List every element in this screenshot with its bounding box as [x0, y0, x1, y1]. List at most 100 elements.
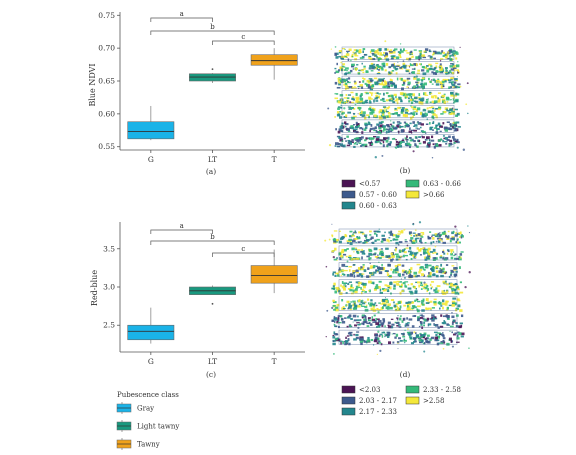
map-pixel: [379, 52, 382, 55]
map-pixel: [342, 287, 346, 291]
map-pixel: [442, 347, 445, 350]
map-pixel: [350, 301, 352, 303]
a-bracket-label: a: [180, 10, 184, 18]
map-pixel: [415, 288, 417, 290]
map-pixel: [433, 323, 435, 326]
map-pixel: [354, 324, 358, 327]
map-pixel: [387, 239, 390, 241]
map-pixel: [404, 108, 406, 110]
map-pixel: [441, 80, 445, 84]
map-pixel: [373, 232, 377, 235]
map-pixel: [386, 284, 390, 288]
map-pixel: [441, 290, 445, 293]
map-pixel: [354, 126, 359, 129]
map-pixel: [443, 141, 448, 143]
map-pixel: [361, 62, 363, 65]
map-pixel: [374, 66, 379, 70]
c-xtick-label: T: [272, 357, 277, 366]
map-pixel: [361, 282, 364, 285]
a-bracket-label: b: [210, 23, 215, 31]
map-pixel: [416, 107, 421, 111]
map-pixel: [444, 126, 448, 129]
map-pixel: [449, 55, 451, 58]
map-pixel: [441, 240, 443, 243]
map-pixel: [345, 72, 348, 74]
map-pixel: [407, 250, 412, 253]
map-pixel: [427, 98, 429, 100]
map-pixel: [325, 335, 327, 338]
map-pixel: [339, 116, 342, 119]
map-pixel: [449, 142, 453, 146]
map-pixel: [343, 282, 346, 285]
map-pixel: [414, 100, 419, 103]
map-pixel: [457, 126, 461, 128]
map-pixel: [336, 111, 340, 114]
map-pixel: [416, 122, 419, 124]
map-pixel: [434, 51, 437, 54]
map-pixel: [414, 306, 417, 309]
map-pixel: [361, 77, 365, 80]
map-pixel: [425, 139, 428, 141]
map-pixel: [361, 317, 364, 319]
map-pixel: [446, 306, 449, 310]
map-pixel: [352, 107, 356, 110]
map-pixel: [361, 143, 365, 147]
map-pixel: [387, 325, 392, 329]
map-pixel: [389, 78, 392, 82]
map-legend-label: >0.66: [423, 191, 445, 199]
map-pixel: [343, 69, 347, 71]
map-pixel: [347, 306, 352, 310]
map-pixel: [387, 126, 391, 128]
map-pixel: [414, 338, 416, 342]
map-pixel: [413, 314, 417, 317]
map-pixel: [367, 267, 370, 270]
map-pixel: [418, 93, 421, 97]
map-pixel: [407, 331, 410, 335]
map-pixel: [420, 288, 423, 290]
map-pixel: [422, 233, 425, 235]
map-pixel: [428, 138, 431, 141]
map-pixel: [419, 237, 422, 240]
map-pixel: [390, 318, 394, 320]
map-pixel: [352, 314, 357, 318]
map-pixel: [359, 336, 363, 339]
map-pixel: [360, 274, 364, 278]
map-pixel: [368, 289, 371, 293]
map-pixel: [438, 81, 443, 83]
map-pixel: [406, 306, 411, 309]
map-pixel: [334, 145, 337, 147]
map-pixel: [337, 142, 341, 145]
map-pixel: [375, 100, 379, 102]
map-pixel: [405, 301, 409, 304]
map-pixel: [452, 283, 455, 286]
map-pixel: [413, 340, 416, 343]
map-pixel: [410, 237, 414, 240]
map-pixel: [416, 251, 419, 254]
map-pixel: [338, 128, 342, 132]
map-pixel: [448, 285, 452, 289]
map-pixel: [384, 57, 387, 60]
map-pixel: [351, 234, 356, 237]
map-pixel: [434, 290, 439, 294]
map-pixel: [456, 112, 460, 116]
map-pixel: [452, 86, 455, 88]
map-pixel: [409, 290, 413, 293]
map-pixel: [409, 251, 414, 255]
map-pixel: [439, 125, 441, 128]
map-pixel: [464, 286, 467, 289]
map-pixel: [400, 286, 403, 288]
map-pixel: [361, 56, 365, 59]
map-pixel: [413, 287, 416, 289]
map-pixel: [369, 144, 373, 146]
map-pixel: [436, 234, 439, 237]
map-pixel: [367, 239, 371, 241]
map-pixel: [416, 247, 419, 250]
map-pixel: [436, 51, 441, 55]
map-pixel: [408, 66, 411, 68]
map-pixel: [381, 306, 384, 309]
map-pixel: [394, 321, 397, 324]
map-pixel: [418, 50, 422, 53]
map-pixel: [370, 49, 375, 52]
map-pixel: [388, 130, 393, 133]
map-pixel: [343, 249, 347, 252]
